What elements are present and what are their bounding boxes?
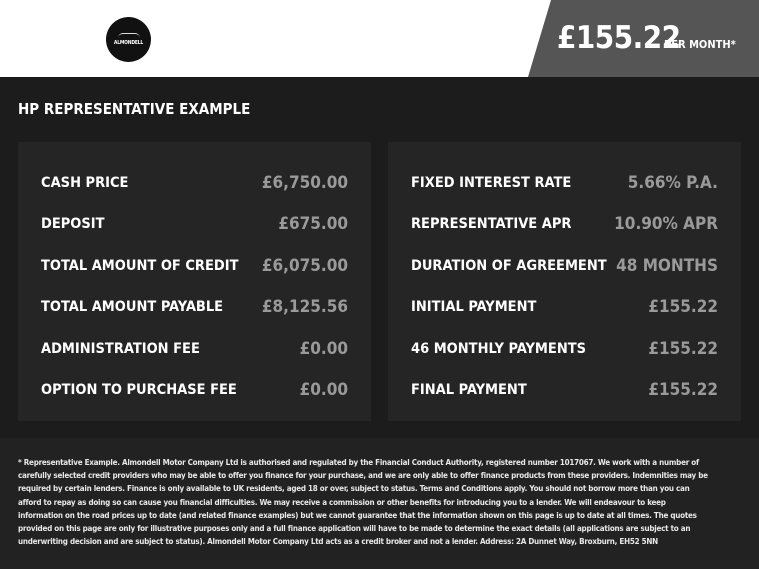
finance-row: FINAL PAYMENT £155.22: [411, 370, 718, 412]
finance-row: REPRESENTATIVE APR 10.90% APR: [411, 204, 718, 246]
finance-row: FIXED INTEREST RATE 5.66% P.A.: [411, 162, 718, 204]
finance-label: TOTAL AMOUNT PAYABLE: [41, 299, 224, 316]
finance-value: £155.22: [648, 380, 718, 401]
finance-row: DEPOSIT £675.00: [41, 204, 348, 246]
disclaimer-text: * Representative Example. Almondell Moto…: [18, 458, 708, 547]
finance-value: 10.90% APR: [614, 214, 718, 235]
finance-label: TOTAL AMOUNT OF CREDIT: [41, 257, 239, 274]
finance-label: REPRESENTATIVE APR: [411, 216, 572, 233]
finance-row: TOTAL AMOUNT OF CREDIT £6,075.00: [41, 245, 348, 287]
finance-label: DURATION OF AGREEMENT: [411, 257, 607, 274]
per-month-label: PER MONTH*: [664, 38, 736, 51]
finance-label: OPTION TO PURCHASE FEE: [41, 382, 237, 399]
price-panel: [528, 0, 759, 77]
finance-label: ADMINISTRATION FEE: [41, 340, 200, 357]
finance-label: FIXED INTEREST RATE: [411, 174, 572, 191]
finance-label: FINAL PAYMENT: [411, 382, 527, 399]
finance-label: INITIAL PAYMENT: [411, 299, 537, 316]
almondell-logo[interactable]: ALMONDELL: [106, 17, 151, 62]
finance-row: TOTAL AMOUNT PAYABLE £8,125.56: [41, 287, 348, 329]
finance-value: 48 MONTHS: [616, 255, 718, 276]
monthly-price: £155.22: [557, 20, 681, 56]
finance-value: £6,750.00: [261, 172, 348, 193]
finance-value: £8,125.56: [261, 297, 348, 318]
finance-value: £155.22: [648, 338, 718, 359]
logo-text: ALMONDELL: [113, 40, 144, 46]
finance-panel-left: CASH PRICE £6,750.00 DEPOSIT £675.00 TOTAL A…: [18, 142, 371, 421]
finance-row: 46 MONTHLY PAYMENTS £155.22: [411, 328, 718, 370]
finance-value: £0.00: [299, 380, 348, 401]
finance-label: CASH PRICE: [41, 174, 129, 191]
finance-label: 46 MONTHLY PAYMENTS: [411, 340, 587, 357]
finance-row: OPTION TO PURCHASE FEE £0.00: [41, 370, 348, 412]
finance-value: £6,075.00: [261, 255, 348, 276]
car-icon: [117, 33, 140, 38]
finance-value: £155.22: [648, 297, 718, 318]
finance-panel-right: FIXED INTEREST RATE 5.66% P.A. REPRESENTAT…: [388, 142, 741, 421]
disclaimer-section: * Representative Example. Almondell Moto…: [0, 438, 759, 569]
page-title: HP REPRESENTATIVE EXAMPLE: [18, 100, 251, 118]
finance-value: 5.66% P.A.: [627, 172, 718, 193]
finance-label: DEPOSIT: [41, 216, 105, 233]
finance-row: CASH PRICE £6,750.00: [41, 162, 348, 204]
finance-row: ADMINISTRATION FEE £0.00: [41, 328, 348, 370]
finance-row: DURATION OF AGREEMENT 48 MONTHS: [411, 245, 718, 287]
finance-row: INITIAL PAYMENT £155.22: [411, 287, 718, 329]
finance-value: £675.00: [278, 214, 348, 235]
finance-value: £0.00: [299, 338, 348, 359]
